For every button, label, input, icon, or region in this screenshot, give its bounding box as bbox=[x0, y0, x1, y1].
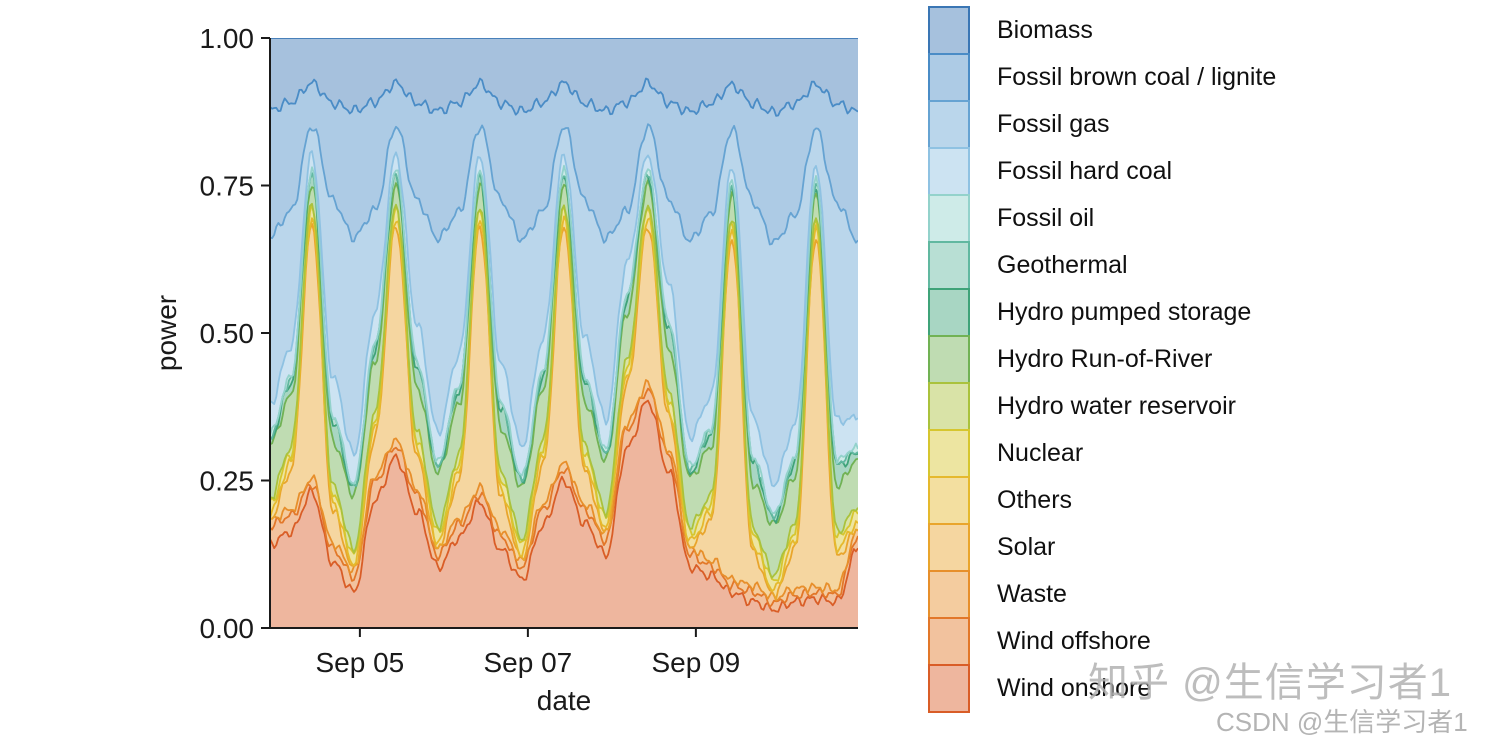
legend-swatch-solar bbox=[928, 523, 970, 572]
legend-label: Fossil brown coal / lignite bbox=[997, 63, 1277, 91]
legend-label: Hydro water reservoir bbox=[997, 392, 1236, 420]
legend-swatch-hydro-pumped-storage bbox=[928, 288, 970, 337]
outline-hydro-run-of-river bbox=[270, 179, 858, 526]
legend-item: Fossil brown coal / lignite bbox=[928, 53, 1276, 102]
legend-item: Wind offshore bbox=[928, 617, 1276, 666]
legend-label: Fossil oil bbox=[997, 204, 1095, 232]
outline-hydro-water-reservoir bbox=[270, 202, 858, 579]
legend-label: Wind onshore bbox=[997, 674, 1152, 702]
area-hydro-pumped-storage bbox=[270, 172, 858, 525]
legend-item: Geothermal bbox=[928, 241, 1276, 290]
legend-swatch-hydro-water-reservoir bbox=[928, 382, 970, 431]
legend-label: Wind offshore bbox=[997, 627, 1151, 655]
area-fossil-hard-coal bbox=[270, 151, 858, 514]
legend-item: Hydro Run-of-River bbox=[928, 335, 1276, 384]
y-tick-label: 0.50 bbox=[200, 318, 255, 349]
legend-label: Geothermal bbox=[997, 251, 1128, 279]
legend-swatch-fossil-gas bbox=[928, 100, 970, 149]
legend-swatch-others bbox=[928, 476, 970, 525]
legend-label: Hydro Run-of-River bbox=[997, 345, 1213, 373]
legend-item: Others bbox=[928, 476, 1276, 525]
legend-label: Others bbox=[997, 486, 1073, 514]
legend-swatch-fossil-oil bbox=[928, 194, 970, 243]
legend-swatch-wind-onshore bbox=[928, 664, 970, 713]
legend-label: Fossil gas bbox=[997, 110, 1110, 138]
y-tick-label: 0.25 bbox=[200, 466, 255, 497]
legend-swatch-geothermal bbox=[928, 241, 970, 290]
outline-fossil-hard-coal bbox=[270, 150, 858, 488]
outline-fossil-gas bbox=[270, 123, 858, 246]
area-fossil-gas bbox=[270, 124, 858, 487]
legend: Biomass Fossil brown coal / lignite Fossil… bbox=[928, 6, 1276, 713]
legend-label: Nuclear bbox=[997, 439, 1084, 467]
y-tick-label: 1.00 bbox=[200, 23, 255, 54]
legend-item: Hydro pumped storage bbox=[928, 288, 1276, 337]
legend-item: Nuclear bbox=[928, 429, 1276, 478]
area-fossil-brown-coal-lignite bbox=[270, 78, 858, 245]
axes: 0.00 0.25 0.50 0.75 1.00 Sep 05 Sep 07 Sep 09 po… bbox=[151, 23, 858, 716]
outline-fossil-brown-coal-lignite bbox=[270, 77, 858, 117]
watermark-csdn: CSDN @生信学习者1 bbox=[1216, 707, 1468, 737]
legend-swatch-fossil-brown-coal-lignite bbox=[928, 53, 970, 102]
legend-label: Hydro pumped storage bbox=[997, 298, 1252, 326]
outline-wind-onshore bbox=[270, 399, 858, 613]
y-tick-label: 0.00 bbox=[200, 613, 255, 644]
legend-label: Solar bbox=[997, 533, 1056, 561]
area-solar bbox=[270, 223, 858, 601]
x-tick-label: Sep 07 bbox=[484, 647, 573, 678]
outline-waste bbox=[270, 379, 858, 602]
legend-item: Solar bbox=[928, 523, 1276, 572]
outline-wind-offshore bbox=[270, 387, 858, 608]
outline-others bbox=[270, 215, 858, 592]
legend-item: Wind onshore bbox=[928, 664, 1276, 713]
legend-item: Biomass bbox=[928, 6, 1276, 55]
legend-swatch-biomass bbox=[928, 6, 970, 55]
legend-item: Fossil gas bbox=[928, 100, 1276, 149]
x-tick-label: Sep 05 bbox=[316, 647, 405, 678]
legend-item: Waste bbox=[928, 570, 1276, 619]
legend-swatch-fossil-hard-coal bbox=[928, 147, 970, 196]
area-biomass bbox=[270, 38, 858, 116]
legend-item: Fossil oil bbox=[928, 194, 1276, 243]
stacked-areas bbox=[270, 38, 858, 628]
legend-item: Hydro water reservoir bbox=[928, 382, 1276, 431]
legend-label: Biomass bbox=[997, 16, 1093, 44]
x-axis-title: date bbox=[537, 685, 592, 716]
x-tick-label: Sep 09 bbox=[652, 647, 741, 678]
legend-swatch-waste bbox=[928, 570, 970, 619]
legend-label: Waste bbox=[997, 580, 1067, 608]
area-hydro-run-of-river bbox=[270, 180, 858, 578]
y-tick-label: 0.75 bbox=[200, 171, 255, 202]
y-axis-title: power bbox=[151, 295, 182, 371]
legend-label: Fossil hard coal bbox=[997, 157, 1173, 185]
legend-item: Fossil hard coal bbox=[928, 147, 1276, 196]
legend-swatch-hydro-run-of-river bbox=[928, 335, 970, 384]
outline-fossil-oil bbox=[270, 164, 858, 515]
legend-swatch-nuclear bbox=[928, 429, 970, 478]
area-wind-onshore bbox=[270, 400, 858, 628]
legend-swatch-wind-offshore bbox=[928, 617, 970, 666]
series-outlines bbox=[270, 38, 858, 613]
watermark-zhihu: 知乎 @生信学习者1 bbox=[1088, 661, 1452, 705]
